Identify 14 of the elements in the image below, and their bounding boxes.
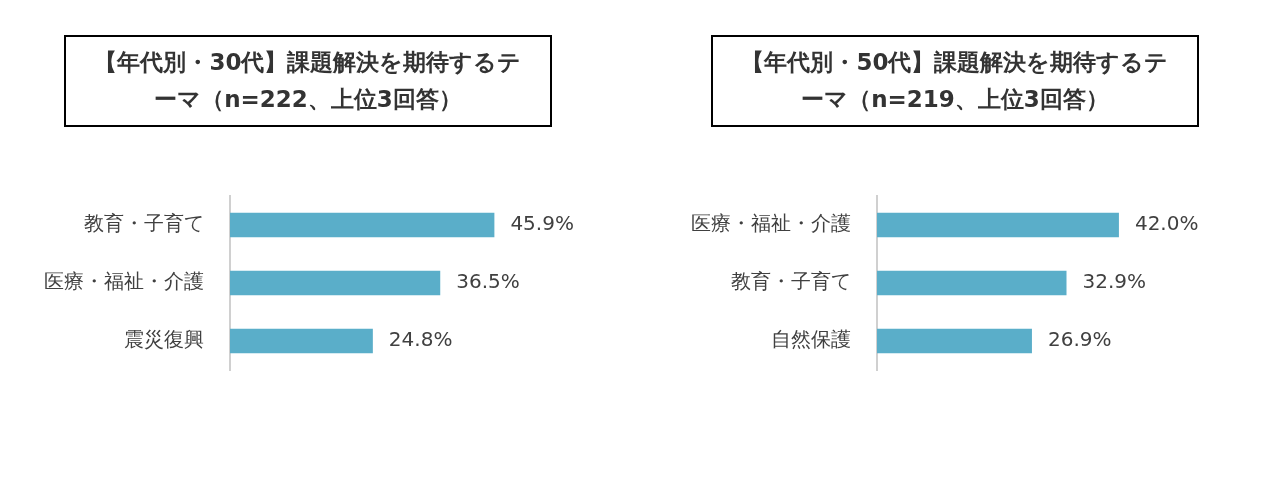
y-tick-label: 教育・子育て (731, 269, 851, 294)
data-label: 26.9% (1047, 327, 1112, 352)
y-tick-label: 教育・子育て (84, 211, 204, 236)
data-label: 45.9% (510, 211, 574, 236)
y-tick-label: 震災復興 (124, 327, 204, 352)
data-label: 36.5% (456, 269, 520, 294)
y-tick-label: 医療・福祉・介護 (44, 269, 204, 294)
data-label: 24.8% (388, 327, 453, 352)
chart-title: 【年代別・30代】課題解決を期待するテーマ（n=222、上位3回答） (64, 35, 552, 127)
data-label: 42.0% (1134, 211, 1199, 236)
chart-title: 【年代別・50代】課題解決を期待するテーマ（n=219、上位3回答） (711, 35, 1199, 127)
y-tick-label: 自然保護 (771, 327, 851, 352)
data-label: 32.9% (1082, 269, 1147, 294)
y-tick-label: 医療・福祉・介護 (691, 211, 851, 236)
